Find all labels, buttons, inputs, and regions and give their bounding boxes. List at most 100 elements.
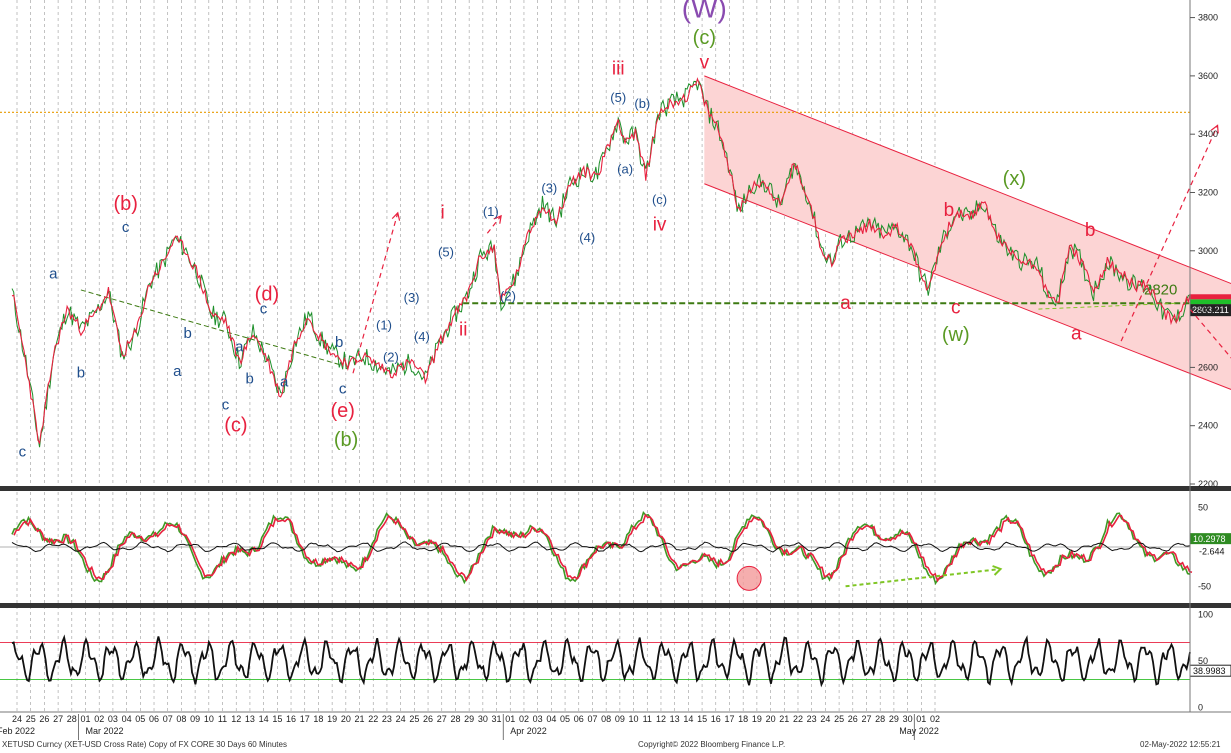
x-tick-label: 01 — [80, 714, 90, 724]
panel-divider — [0, 486, 1231, 491]
x-tick-label: 22 — [793, 714, 803, 724]
x-tick-label: 08 — [176, 714, 186, 724]
wave-label: v — [700, 53, 710, 74]
osc-y-tick-label: -50 — [1198, 581, 1211, 591]
wave-label: a — [173, 363, 182, 380]
x-tick-label: 13 — [245, 714, 255, 724]
x-tick-label: 04 — [546, 714, 556, 724]
x-tick-label: 03 — [108, 714, 118, 724]
x-tick-label: 03 — [533, 714, 543, 724]
x-tick-label: 02 — [930, 714, 940, 724]
x-tick-label: 15 — [697, 714, 707, 724]
x-tick-label: 30 — [903, 714, 913, 724]
wave-label: c — [339, 381, 347, 398]
month-label: Feb 2022 — [0, 726, 35, 736]
wave-label: (d) — [255, 283, 279, 305]
wave-label: ii — [459, 319, 467, 340]
wave-label: (c) — [693, 27, 716, 49]
price-series — [11, 77, 1191, 448]
x-tick-label: 14 — [683, 714, 693, 724]
x-tick-label: 27 — [53, 714, 63, 724]
wave-label: (2) — [383, 350, 399, 365]
x-tick-label: 21 — [779, 714, 789, 724]
x-tick-label: 10 — [204, 714, 214, 724]
projection-arrow-head — [391, 211, 401, 221]
x-tick-label: 17 — [300, 714, 310, 724]
wave-label: (b) — [634, 96, 650, 111]
rsi-y-tick-label: 0 — [1198, 702, 1203, 712]
x-tick-label: 25 — [26, 714, 36, 724]
timestamp-label: 02-May-2022 12:55:21 — [1140, 740, 1221, 749]
wave-label: (a) — [617, 162, 633, 177]
wave-label: (5) — [610, 90, 626, 105]
rsi-panel: 38.9983 — [0, 634, 1231, 688]
instrument-label: XETUSD Curncy (XET-USD Cross Rate) Copy … — [2, 740, 287, 749]
wave-labels: cab(b)cbaacb(c)a(d)cbc(e)(b)(1)(2)(3)(4)… — [19, 0, 1096, 460]
x-tick-label: 30 — [478, 714, 488, 724]
projection-arrow — [352, 212, 399, 374]
wave-label: (4) — [579, 230, 595, 245]
y-tick-label: 2800 — [1198, 304, 1218, 314]
x-tick-label: 26 — [423, 714, 433, 724]
wave-label: c — [122, 219, 130, 236]
wave-label: a — [235, 338, 244, 355]
wave-label: (b) — [334, 429, 358, 451]
price-tag-green — [1190, 299, 1231, 305]
y-tick-label: 3000 — [1198, 246, 1218, 256]
osc-histogram — [11, 541, 1191, 553]
projection-arrow — [486, 215, 502, 234]
wave-label: b — [183, 325, 191, 342]
osc-value-label: 10.2978 — [1193, 534, 1226, 544]
y-tick-label: 3200 — [1198, 187, 1218, 197]
x-tick-label: 04 — [122, 714, 132, 724]
x-tick-label: 23 — [382, 714, 392, 724]
x-tick-label: 05 — [560, 714, 570, 724]
channel-fill — [704, 75, 1231, 390]
x-tick-label: 24 — [820, 714, 830, 724]
x-tick-label: 27 — [437, 714, 447, 724]
projection-arrows — [352, 124, 1231, 374]
x-tick-label: 28 — [875, 714, 885, 724]
rsi-value-label: 38.9983 — [1193, 666, 1226, 676]
x-tick-label: 18 — [313, 714, 323, 724]
price-levels: 2820 2803.211 — [0, 111, 1231, 365]
x-tick-label: 19 — [752, 714, 762, 724]
y-tick-label: 2200 — [1198, 479, 1218, 489]
x-tick-label: 16 — [286, 714, 296, 724]
wave-label: (2) — [500, 288, 516, 303]
x-tick-label: 09 — [190, 714, 200, 724]
wave-label: (c) — [652, 192, 667, 207]
wave-label: (1) — [376, 317, 392, 332]
divergence-circle — [736, 565, 762, 591]
osc-value2-label: -2.644 — [1199, 546, 1225, 556]
x-tick-label: 24 — [12, 714, 22, 724]
x-tick-label: 20 — [766, 714, 776, 724]
trendline-dashed — [1038, 302, 1177, 310]
wave-label: c — [951, 297, 961, 318]
y-tick-label: 2400 — [1198, 421, 1218, 431]
x-tick-label: 25 — [834, 714, 844, 724]
wave-label: c — [19, 443, 27, 460]
grid — [16, 0, 936, 712]
last-price-tag — [1190, 304, 1231, 317]
osc-line-green — [11, 510, 1191, 586]
month-label: May 2022 — [899, 726, 939, 736]
wave-label: c — [260, 300, 268, 317]
osc-line-red — [13, 513, 1193, 583]
osc-y-tick-label: 50 — [1198, 503, 1208, 513]
rsi-line — [11, 634, 1191, 688]
wave-label: (5) — [438, 245, 454, 260]
y-tick-label: 3400 — [1198, 129, 1218, 139]
wave-label: a — [840, 293, 851, 314]
x-tick-label: 26 — [848, 714, 858, 724]
x-tick-label: 27 — [861, 714, 871, 724]
x-tick-label: 15 — [272, 714, 282, 724]
wave-label: (W) — [682, 0, 727, 24]
x-tick-label: 31 — [492, 714, 502, 724]
x-tick-label: 28 — [450, 714, 460, 724]
x-tick-label: 22 — [368, 714, 378, 724]
wave-label: b — [245, 370, 253, 387]
wave-label: iii — [612, 58, 625, 79]
month-label: Mar 2022 — [86, 726, 124, 736]
